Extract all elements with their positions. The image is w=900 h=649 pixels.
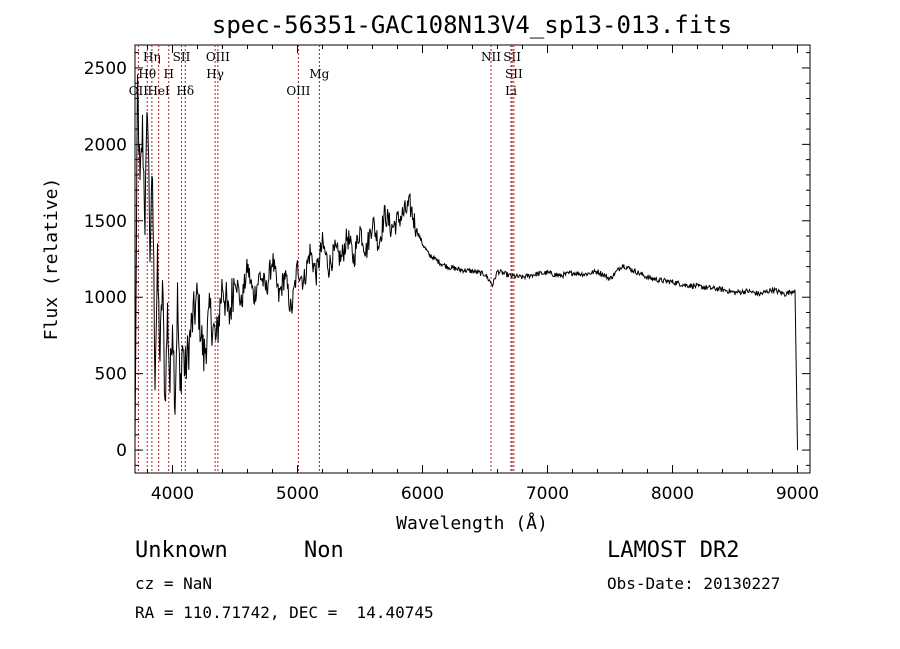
line-marker-label: OII — [129, 84, 149, 98]
line-marker-label: Mg — [309, 67, 329, 81]
x-tick-label: 9000 — [776, 484, 819, 504]
x-tick-label: 7000 — [526, 484, 569, 504]
axis-ticks: 4000 5000 6000 7000 8000 9000 0 500 1000 1500 2000… — [84, 45, 819, 504]
plot-frame — [134, 44, 811, 474]
line-marker-label: Li — [505, 84, 517, 98]
coordinates: RA = 110.71742, DEC = 14.40745 — [135, 603, 434, 622]
line-marker-label: NII — [481, 50, 501, 64]
line-marker-label: HeI — [147, 84, 170, 98]
x-tick-label: 6000 — [401, 484, 444, 504]
chart-title: spec-56351-GAC108N13V4_sp13-013.fits — [212, 11, 732, 39]
line-marker-label: H — [164, 67, 174, 81]
line-marker-label: SII — [505, 67, 523, 81]
line-marker-label: Hθ — [138, 67, 156, 81]
line-marker-label: Hδ — [176, 84, 194, 98]
y-tick-label: 1000 — [84, 288, 127, 308]
x-tick-label: 5000 — [276, 484, 319, 504]
y-tick-label: 2500 — [84, 59, 127, 79]
y-axis-label: Flux (relative) — [41, 178, 62, 341]
line-marker-label: SII — [503, 50, 521, 64]
spectrum-line — [134, 74, 798, 451]
line-marker-label: OIII — [206, 50, 230, 64]
y-tick-label: 2000 — [84, 135, 127, 155]
line-marker-label: OIII — [286, 84, 310, 98]
y-tick-label: 0 — [116, 441, 127, 461]
observation-date: Obs-Date: 20130227 — [607, 574, 781, 593]
y-tick-label: 500 — [95, 365, 127, 385]
y-tick-label: 1500 — [84, 212, 127, 232]
line-marker-label: SII — [173, 50, 191, 64]
object-subclass: Non — [304, 538, 344, 563]
x-axis-label: Wavelength (Å) — [396, 512, 548, 534]
x-tick-label: 8000 — [651, 484, 694, 504]
line-marker-label: Hγ — [206, 67, 224, 81]
redshift: cz = NaN — [135, 574, 213, 593]
object-class: Unknown — [135, 538, 228, 563]
survey-name: LAMOST DR2 — [607, 538, 740, 563]
line-marker-label: Hη — [143, 50, 161, 64]
x-tick-label: 4000 — [151, 484, 194, 504]
